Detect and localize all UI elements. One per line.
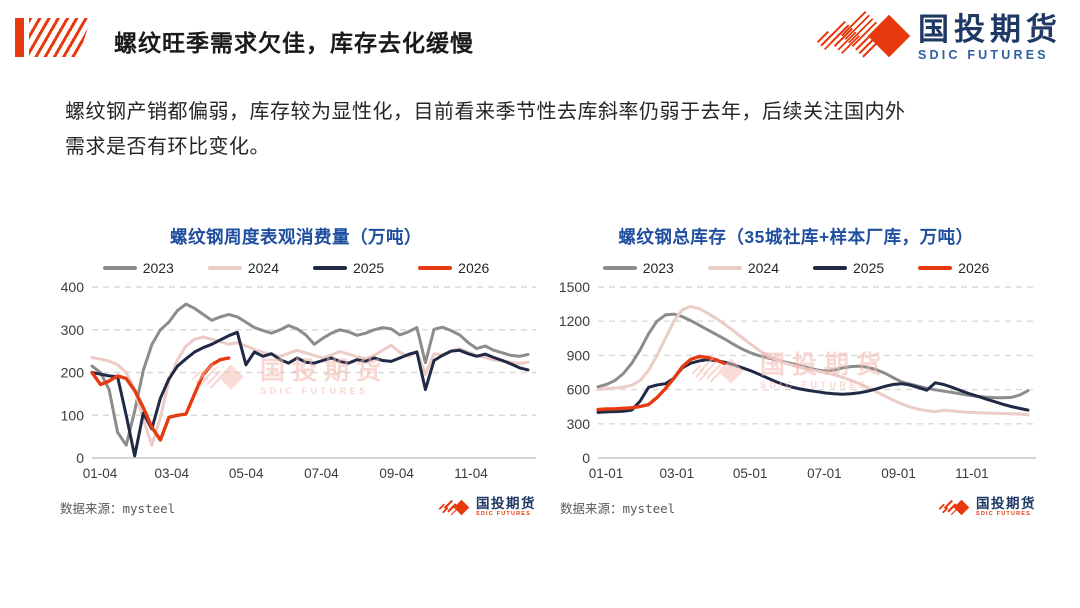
x-tick-label: 07-01 [807, 466, 842, 481]
y-tick-label: 300 [567, 416, 591, 432]
legend-item-2025: 2025 [813, 260, 884, 276]
series-2023-line [90, 302, 530, 447]
data-source-label: 数据来源：mysteel [60, 500, 176, 516]
legend-item-2024: 2024 [207, 260, 279, 276]
sdic-diamonds-icon [816, 8, 911, 68]
logo-en-text: SDIC FUTURES [918, 47, 1049, 62]
inventory-chart-panel: 螺纹钢总库存（35城社库+样本厂库，万吨） 2023 2024 2025 202… [552, 224, 1040, 519]
x-tick-label: 09-04 [379, 466, 414, 481]
logo-cn-text: 国投期货 [918, 12, 1062, 48]
y-tick-label: 200 [61, 365, 85, 381]
header-hatch-decoration [29, 18, 91, 57]
series-2025-line [90, 330, 530, 458]
consumption-chart-title: 螺纹钢周度表观消费量（万吨） [170, 227, 422, 247]
page-title: 螺纹旺季需求欠佳，库存去化缓慢 [114, 30, 474, 56]
series-2024-line [596, 304, 1030, 417]
x-tick-label: 05-01 [733, 466, 768, 481]
summary-text: 螺纹钢产销都偏弱，库存较为显性化，目前看来季节性去库斜率仍弱于去年，后续关注国内… [65, 95, 1035, 165]
consumption-chart-panel: 螺纹钢周度表观消费量（万吨） 2023 2024 2025 2026 0 100 2… [52, 224, 540, 519]
y-tick-label: 1200 [559, 313, 590, 329]
summary-line-2: 需求是否有环比变化。 [65, 136, 270, 158]
legend-swatch-2026 [418, 266, 453, 270]
x-tick-label: 11-04 [454, 466, 488, 481]
x-tick-label: 01-01 [589, 466, 624, 481]
sdic-logo-small: 国投期货 SDIC FUTURES [938, 495, 1036, 519]
x-tick-label: 09-01 [881, 466, 916, 481]
y-tick-label: 0 [76, 450, 84, 466]
x-tick-label: 01-04 [83, 466, 118, 481]
series-2026-line [596, 354, 727, 412]
header-accent-bar [15, 18, 24, 57]
data-source-label: 数据来源：mysteel [560, 500, 676, 516]
series-2024-line [90, 335, 530, 447]
y-tick-label: 1500 [559, 279, 590, 295]
y-tick-label: 400 [61, 279, 85, 295]
y-tick-label: 100 [61, 407, 85, 423]
legend-swatch-2025 [813, 266, 847, 270]
legend-item-2025: 2025 [313, 260, 384, 276]
consumption-chart: 0 100 200 300 400 01-04 03-04 05-04 07-04 09-04 11… [61, 279, 536, 481]
legend-item-2026: 2026 [918, 260, 989, 276]
x-tick-label: 03-04 [155, 466, 190, 481]
consumption-chart-legend: 2023 2024 2025 2026 [52, 259, 540, 277]
legend-swatch-2024 [207, 266, 242, 270]
legend-swatch-2023 [602, 266, 637, 270]
sdic-logo-small: 国投期货 SDIC FUTURES [438, 495, 536, 519]
sdic-logo: 国投期货 SDIC FUTURES [816, 8, 1062, 68]
legend-item-2023: 2023 [602, 260, 674, 276]
x-tick-label: 05-04 [229, 466, 264, 481]
y-tick-label: 0 [582, 450, 590, 466]
legend-swatch-2023 [102, 266, 137, 270]
legend-swatch-2026 [918, 266, 953, 270]
legend-item-2024: 2024 [707, 260, 779, 276]
inventory-chart-legend: 2023 2024 2025 2026 [552, 259, 1040, 277]
y-tick-label: 900 [567, 347, 591, 363]
y-tick-label: 300 [61, 322, 85, 338]
legend-swatch-2025 [313, 266, 347, 270]
legend-item-2026: 2026 [418, 260, 489, 276]
x-tick-label: 07-04 [304, 466, 339, 481]
inventory-chart: 0 300 600 900 1200 1500 01-01 03-01 05-01 07-01 09… [559, 279, 1036, 481]
inventory-chart-title: 螺纹钢总库存（35城社库+样本厂库，万吨） [618, 227, 974, 247]
x-tick-label: 03-01 [660, 466, 695, 481]
x-tick-label: 11-01 [955, 466, 989, 481]
legend-swatch-2024 [707, 266, 742, 270]
sdic-diamonds-icon [438, 495, 471, 519]
legend-item-2023: 2023 [102, 260, 174, 276]
sdic-diamonds-icon [938, 495, 971, 519]
summary-line-1: 螺纹钢产销都偏弱，库存较为显性化，目前看来季节性去库斜率仍弱于去年，后续关注国内… [65, 101, 906, 123]
y-tick-label: 600 [567, 382, 591, 398]
